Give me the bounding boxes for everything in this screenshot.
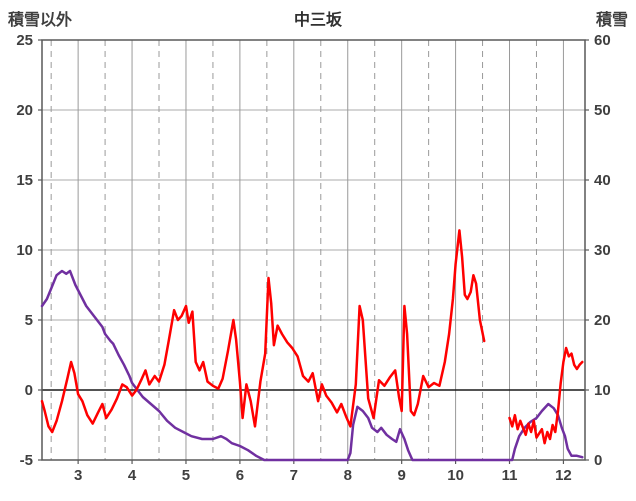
right-axis-title: 積雪 bbox=[595, 12, 628, 29]
left-axis-title: 積雪以外 bbox=[8, 12, 73, 29]
series-line-red bbox=[40, 229, 486, 434]
x-axis-tick-label: 10 bbox=[447, 467, 464, 484]
x-axis-tick-label: 3 bbox=[74, 467, 82, 484]
series-line-red bbox=[508, 346, 584, 445]
chart-title: 中三坂 bbox=[293, 12, 342, 29]
x-axis-tick-label: 5 bbox=[182, 467, 190, 484]
x-axis-tick-label: 7 bbox=[290, 467, 298, 484]
left-axis-tick-label: 5 bbox=[25, 312, 33, 329]
right-axis-tick-label: 20 bbox=[594, 312, 611, 329]
x-axis-tick-label: 8 bbox=[344, 467, 352, 484]
right-axis-tick-label: 10 bbox=[594, 382, 611, 399]
left-axis-tick-label: 0 bbox=[25, 382, 33, 399]
x-axis-tick-label: 4 bbox=[128, 467, 137, 484]
right-axis-tick-label: 40 bbox=[594, 172, 611, 189]
left-axis-tick-label: 10 bbox=[16, 242, 33, 259]
x-axis-tick-label: 9 bbox=[397, 467, 405, 484]
x-axis-tick-label: 12 bbox=[555, 467, 572, 484]
right-axis-tick-label: 60 bbox=[594, 32, 611, 49]
right-axis-tick-label: 30 bbox=[594, 242, 611, 259]
left-axis-tick-label: 25 bbox=[16, 32, 33, 49]
left-axis-tick-label: -5 bbox=[20, 452, 33, 469]
left-axis-tick-label: 15 bbox=[16, 172, 33, 189]
x-axis-tick-label: 6 bbox=[236, 467, 244, 484]
right-axis-tick-label: 50 bbox=[594, 102, 611, 119]
right-axis-tick-label: 0 bbox=[594, 452, 602, 469]
left-axis-tick-label: 20 bbox=[16, 102, 33, 119]
x-axis-tick-label: 11 bbox=[502, 467, 518, 484]
series-line-purple bbox=[40, 269, 584, 462]
